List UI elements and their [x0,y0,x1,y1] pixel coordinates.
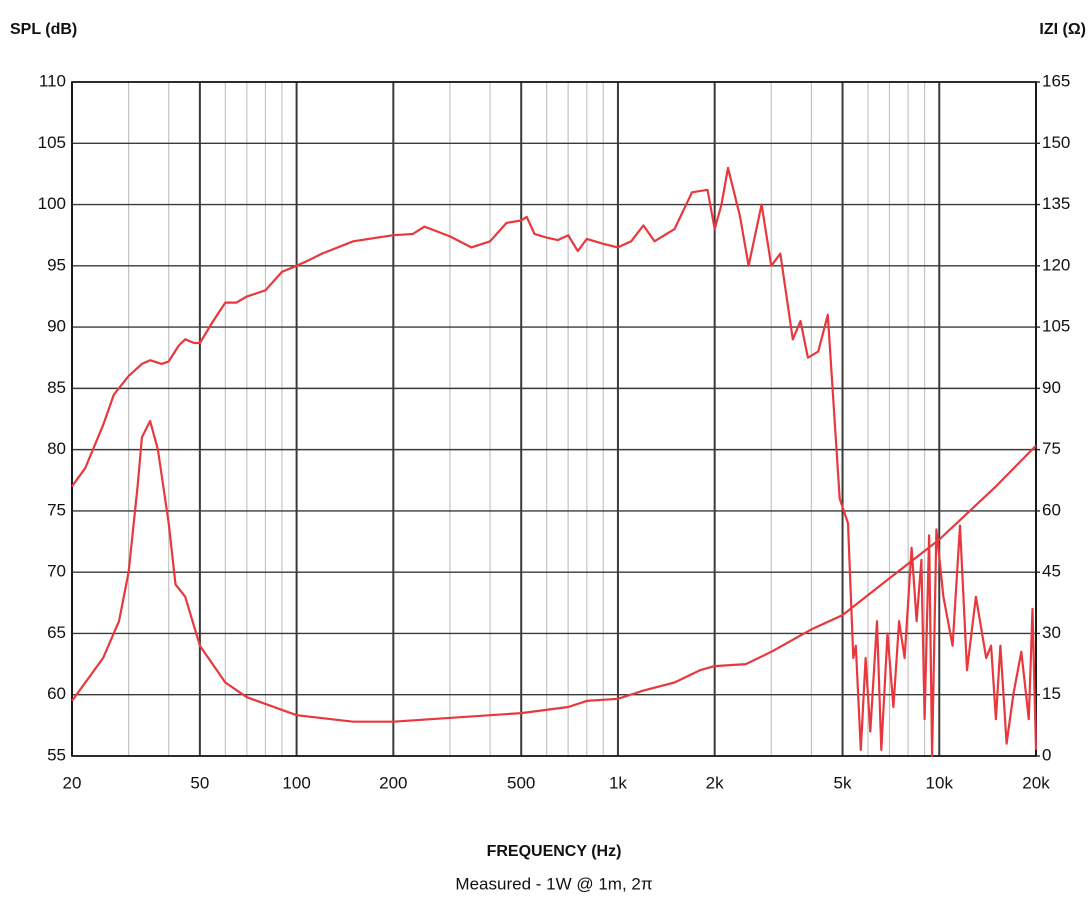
x-tick-label: 200 [379,773,407,792]
x-tick-label: 2k [706,773,724,792]
y-tick-label: 95 [47,255,66,274]
y-tick-label: 85 [47,378,66,397]
y2-axis-label: IZI (Ω) [1039,21,1086,38]
x-tick-label: 20k [1022,773,1050,792]
plot-frame [71,81,1037,757]
y2-tick-label: 150 [1042,133,1070,152]
y2-tick-label: 0 [1042,745,1051,764]
series-line [71,419,1037,723]
y2-tick-label: 75 [1042,439,1061,458]
x-tick-label: 20 [63,773,82,792]
y-tick-label: 90 [47,317,66,336]
y2-tick-label: 30 [1042,623,1061,642]
y-tick-label: 105 [38,133,66,152]
y2-tick-label: 135 [1042,194,1070,213]
y-tick-label: 70 [47,562,66,581]
y2-tick-label: 60 [1042,500,1061,519]
x-tick-label: 1k [609,773,627,792]
x-tick-label: 50 [190,773,209,792]
y-tick-label: 110 [39,71,66,90]
y-tick-label: 80 [47,439,66,458]
y-tick-label: 75 [47,500,66,519]
y-tick-label: 55 [47,745,66,764]
series-line [71,166,1038,758]
y-tick-label: 60 [47,684,66,703]
y-tick-label: 100 [38,194,66,213]
y-axis-label: SPL (dB) [10,21,77,38]
y2-tick-label: 105 [1042,317,1070,336]
x-tick-label: 100 [282,773,310,792]
y-tick-label: 65 [47,623,66,642]
x-axis-label: FREQUENCY (Hz) [487,843,622,860]
x-tick-label: 10k [926,773,954,792]
x-tick-label: 500 [507,773,535,792]
y2-tick-label: 165 [1042,71,1070,90]
x-tick-label: 5k [834,773,852,792]
y2-tick-label: 45 [1042,562,1061,581]
subtitle: Measured - 1W @ 1m, 2π [455,874,652,893]
y2-tick-label: 15 [1042,684,1061,703]
y2-tick-label: 90 [1042,378,1061,397]
y2-tick-label: 120 [1042,255,1070,274]
